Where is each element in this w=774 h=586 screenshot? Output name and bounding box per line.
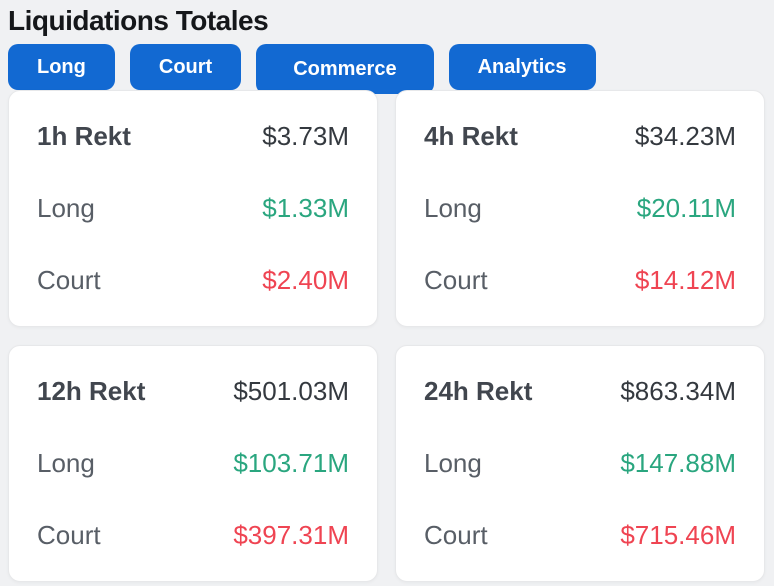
card-row-long: Long $1.33M xyxy=(37,193,349,224)
period-label: 1h Rekt xyxy=(37,121,131,151)
long-value: $1.33M xyxy=(262,193,349,223)
card-row-total: 1h Rekt $3.73M xyxy=(37,121,349,152)
card-1h-rekt: 1h Rekt $3.73M Long $1.33M Court $2.40M xyxy=(8,90,378,327)
tab-court[interactable]: Court xyxy=(129,44,242,90)
card-4h-rekt: 4h Rekt $34.23M Long $20.11M Court $14.1… xyxy=(395,90,765,327)
short-value: $2.40M xyxy=(262,265,349,295)
long-label: Long xyxy=(37,193,95,223)
card-row-short: Court $397.31M xyxy=(37,520,349,551)
total-value: $34.23M xyxy=(634,121,736,151)
tab-long[interactable]: Long xyxy=(8,44,115,90)
card-24h-rekt: 24h Rekt $863.34M Long $147.88M Court $7… xyxy=(395,345,765,582)
tab-analytics[interactable]: Analytics xyxy=(448,44,596,90)
page-title: Liquidations Totales xyxy=(8,5,269,36)
total-value: $863.34M xyxy=(620,376,736,406)
short-value: $14.12M xyxy=(634,265,736,295)
card-row-short: Court $715.46M xyxy=(424,520,736,551)
card-row-short: Court $2.40M xyxy=(37,265,349,296)
tabs-row: Long Court Commerce Analytics xyxy=(8,44,774,94)
long-value: $147.88M xyxy=(620,448,736,478)
short-label: Court xyxy=(37,520,101,550)
long-value: $20.11M xyxy=(636,193,736,223)
total-value: $501.03M xyxy=(233,376,349,406)
period-label: 12h Rekt xyxy=(37,376,146,406)
period-label: 4h Rekt xyxy=(424,121,518,151)
cards-grid: 1h Rekt $3.73M Long $1.33M Court $2.40M … xyxy=(8,90,765,582)
long-label: Long xyxy=(424,193,482,223)
long-label: Long xyxy=(37,448,95,478)
card-12h-rekt: 12h Rekt $501.03M Long $103.71M Court $3… xyxy=(8,345,378,582)
card-row-total: 4h Rekt $34.23M xyxy=(424,121,736,152)
short-label: Court xyxy=(424,520,488,550)
card-row-short: Court $14.12M xyxy=(424,265,736,296)
short-label: Court xyxy=(424,265,488,295)
card-row-long: Long $103.71M xyxy=(37,448,349,479)
card-row-long: Long $20.11M xyxy=(424,193,736,224)
long-label: Long xyxy=(424,448,482,478)
period-label: 24h Rekt xyxy=(424,376,533,406)
long-value: $103.71M xyxy=(233,448,349,478)
card-row-long: Long $147.88M xyxy=(424,448,736,479)
short-value: $397.31M xyxy=(233,520,349,550)
short-label: Court xyxy=(37,265,101,295)
card-row-total: 12h Rekt $501.03M xyxy=(37,376,349,407)
tab-commerce[interactable]: Commerce xyxy=(256,44,434,94)
total-value: $3.73M xyxy=(262,121,349,151)
short-value: $715.46M xyxy=(620,520,736,550)
card-row-total: 24h Rekt $863.34M xyxy=(424,376,736,407)
